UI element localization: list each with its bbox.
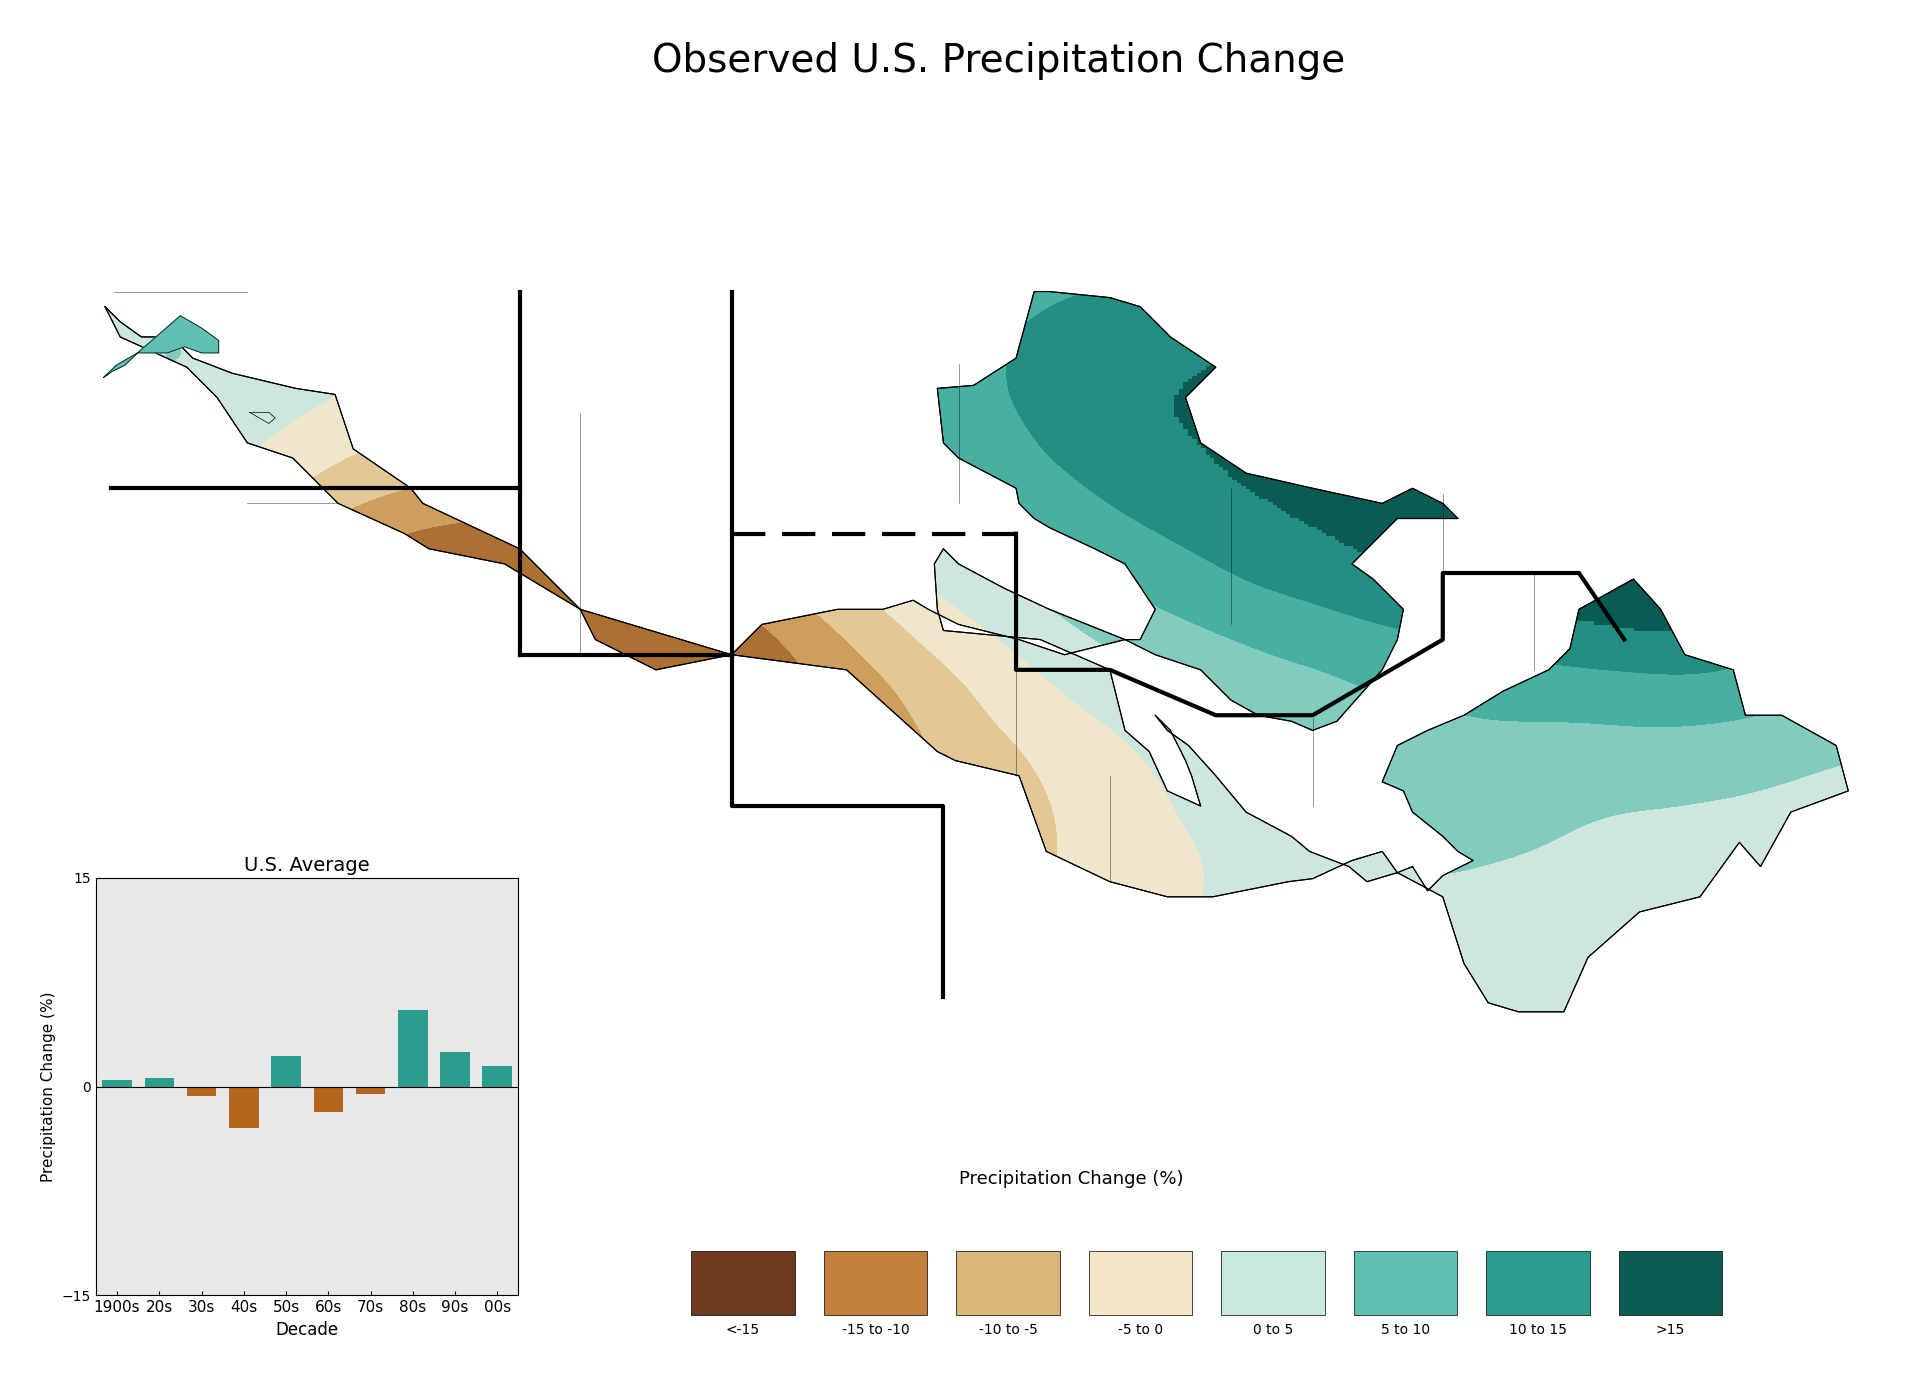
Text: -10 to -5: -10 to -5 (979, 1323, 1037, 1337)
Bar (228, 1087, 259, 1128)
FancyBboxPatch shape (691, 1251, 795, 1315)
Polygon shape (250, 412, 275, 423)
FancyBboxPatch shape (1354, 1251, 1457, 1315)
Text: 0 to 5: 0 to 5 (1254, 1323, 1292, 1337)
Bar (397, 1010, 428, 1087)
Text: >15: >15 (1655, 1323, 1686, 1337)
Bar (482, 1066, 513, 1087)
FancyBboxPatch shape (1619, 1251, 1722, 1315)
Polygon shape (104, 316, 219, 378)
Text: Observed U.S. Precipitation Change: Observed U.S. Precipitation Change (651, 42, 1346, 79)
FancyBboxPatch shape (824, 1251, 927, 1315)
Title: U.S. Average: U.S. Average (244, 855, 371, 875)
Bar (313, 1087, 344, 1112)
Text: Precipitation Change (%): Precipitation Change (%) (960, 1170, 1183, 1188)
FancyBboxPatch shape (1221, 1251, 1325, 1315)
X-axis label: Decade: Decade (276, 1321, 338, 1339)
Bar (271, 1056, 301, 1087)
Text: 5 to 10: 5 to 10 (1380, 1323, 1430, 1337)
Text: -15 to -10: -15 to -10 (841, 1323, 910, 1337)
Bar (355, 1087, 386, 1094)
Text: -5 to 0: -5 to 0 (1117, 1323, 1164, 1337)
FancyBboxPatch shape (956, 1251, 1060, 1315)
Y-axis label: Precipitation Change (%): Precipitation Change (%) (42, 992, 56, 1181)
Bar (144, 1078, 175, 1087)
FancyBboxPatch shape (1089, 1251, 1192, 1315)
Text: <-15: <-15 (726, 1323, 760, 1337)
Bar (440, 1052, 470, 1087)
Bar (186, 1087, 217, 1096)
Bar (102, 1080, 132, 1087)
Text: 10 to 15: 10 to 15 (1509, 1323, 1567, 1337)
FancyBboxPatch shape (1486, 1251, 1590, 1315)
